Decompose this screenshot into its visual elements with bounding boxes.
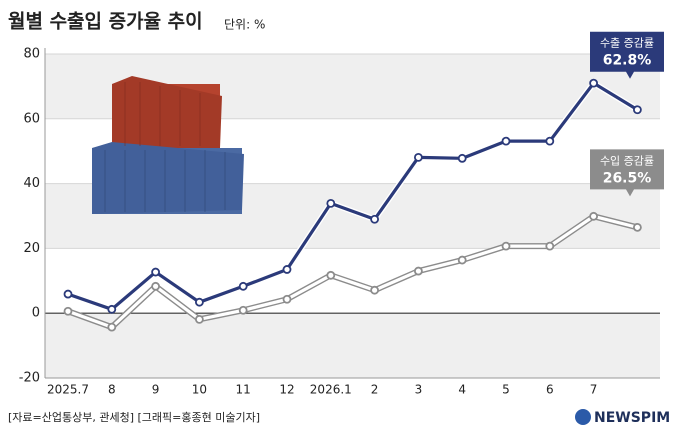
point — [501, 241, 511, 251]
x-tick-label: 8 — [108, 383, 116, 397]
point — [282, 294, 292, 304]
point — [633, 105, 642, 115]
point — [370, 214, 380, 224]
x-tick-label: 4 — [458, 383, 466, 397]
x-tick-label: 9 — [152, 383, 160, 397]
x-tick-label: 11 — [236, 383, 251, 397]
source: [자료=산업통상부, 관세청] [그래픽=홍종현 미술기자] — [8, 410, 260, 424]
legend-label: 수출 증감률 — [600, 37, 654, 50]
point — [238, 281, 248, 291]
point — [326, 198, 336, 208]
plot-area: -20 0 20 40 60 80 2025.7 8 9 10 11 12 2026.1 2 3 4 5 6 7 수입… — [19, 31, 664, 397]
end-value-label: 26.5% — [603, 170, 652, 186]
point — [545, 136, 555, 146]
point — [194, 297, 204, 307]
point — [633, 222, 642, 232]
chart-title: 월별 수출입 증가율 추이 — [8, 11, 203, 33]
point — [501, 136, 511, 146]
point — [413, 266, 423, 276]
point — [457, 255, 467, 265]
end-value-label: 62.8% — [603, 53, 652, 69]
point — [107, 322, 117, 332]
point — [457, 153, 467, 163]
point — [589, 211, 598, 221]
point — [151, 281, 161, 291]
x-tick-label: 2025.7 — [47, 383, 89, 397]
x-tick-label: 10 — [192, 383, 207, 397]
line — [67, 81, 639, 311]
logo-icon — [575, 409, 591, 425]
x-tick-label: 5 — [502, 383, 510, 397]
point — [589, 78, 598, 88]
grid-band — [45, 313, 660, 378]
y-tick-label: 40 — [23, 176, 40, 191]
logo: NEWSPIM — [594, 410, 670, 426]
x-tick-label: 7 — [590, 383, 598, 397]
x-tick-label: 12 — [279, 383, 294, 397]
y-tick-label: 20 — [23, 241, 40, 256]
point — [413, 152, 423, 162]
container-illustration — [92, 76, 244, 214]
point — [194, 314, 204, 324]
point — [63, 289, 73, 299]
point — [107, 304, 117, 314]
callout-box — [590, 149, 664, 197]
point — [282, 265, 292, 274]
x-tick-label: 3 — [415, 383, 423, 397]
callout-box — [590, 31, 664, 79]
y-tick-label: 80 — [23, 47, 40, 62]
y-tick-label: 60 — [23, 111, 40, 126]
x-tick-label: 6 — [546, 383, 554, 397]
unit-label: 단위: % — [224, 18, 265, 32]
line — [67, 214, 638, 329]
point — [238, 305, 248, 315]
point — [370, 285, 380, 295]
y-tick-label: -20 — [19, 371, 40, 386]
legend-label: 수입 증감률 — [600, 154, 654, 167]
y-tick-label: 0 — [32, 306, 40, 321]
point — [326, 270, 336, 280]
x-tick-label: 2 — [371, 383, 379, 397]
point — [151, 267, 161, 277]
point — [545, 241, 555, 251]
point — [63, 306, 73, 316]
x-tick-label: 2026.1 — [310, 383, 352, 397]
